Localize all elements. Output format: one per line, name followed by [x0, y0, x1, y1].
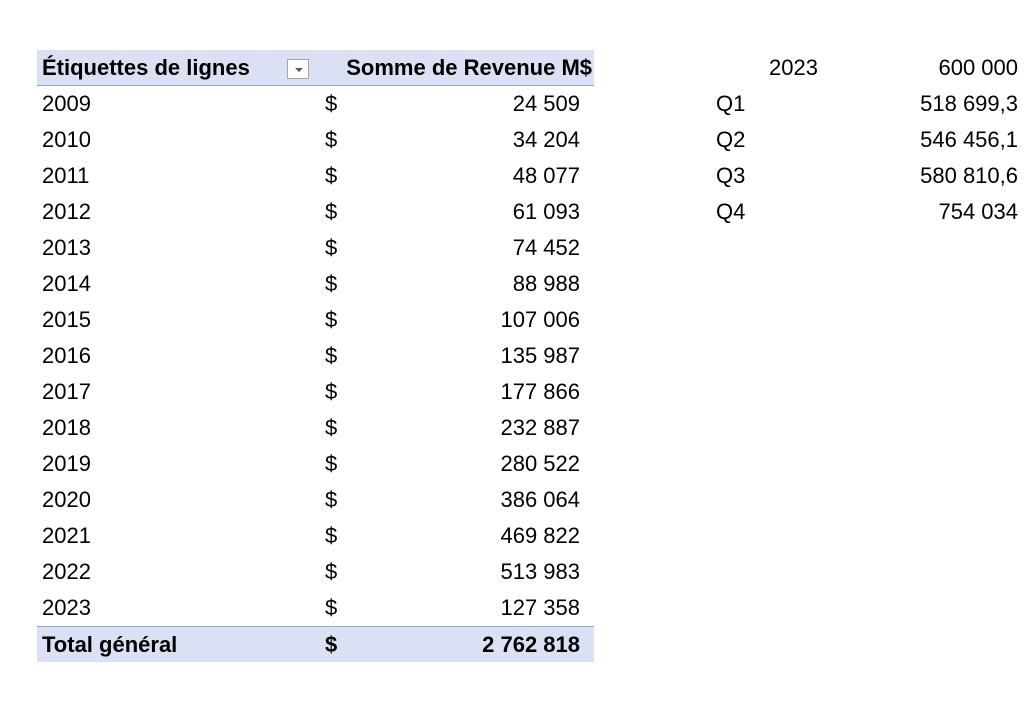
currency-symbol: $: [325, 451, 338, 476]
row-label: 2015: [42, 307, 91, 332]
grand-total-currency: $: [325, 632, 338, 657]
revenue-value: 107 006: [500, 307, 580, 332]
currency-symbol: $: [325, 91, 338, 116]
currency-symbol: $: [325, 199, 338, 224]
currency-symbol: $: [325, 271, 338, 296]
revenue-value: 280 522: [500, 451, 580, 476]
row-label: 2016: [42, 343, 91, 368]
revenue-value: 232 887: [500, 415, 580, 440]
table-row[interactable]: 2013 $74 452: [37, 230, 594, 266]
row-label: 2018: [42, 415, 91, 440]
quarter-row[interactable]: Q2 546 456,1: [700, 122, 1022, 158]
quarter-row[interactable]: Q4 754 034: [700, 194, 1022, 230]
currency-symbol: $: [325, 487, 338, 512]
revenue-value: 135 987: [500, 343, 580, 368]
table-row[interactable]: 2014 $88 988: [37, 266, 594, 302]
grand-total-value: 2 762 818: [482, 632, 580, 657]
row-label: 2011: [42, 163, 90, 188]
currency-symbol: $: [325, 559, 338, 584]
forecast-table: 2023 600 000 Q1 518 699,3 Q2 546 456,1 Q3 580…: [700, 50, 1022, 230]
forecast-year-value: 600 000: [938, 55, 1018, 80]
table-row[interactable]: 2021 $469 822: [37, 518, 594, 554]
revenue-value: 177 866: [500, 379, 580, 404]
row-label: 2009: [42, 91, 91, 116]
revenue-value: 469 822: [500, 523, 580, 548]
row-label: 2010: [42, 127, 91, 152]
currency-symbol: $: [325, 523, 338, 548]
row-label: 2020: [42, 487, 91, 512]
quarter-label: Q2: [716, 127, 746, 152]
currency-symbol: $: [325, 235, 338, 260]
currency-symbol: $: [325, 379, 338, 404]
row-label: 2013: [42, 235, 91, 260]
table-row[interactable]: 2019 $280 522: [37, 446, 594, 482]
table-row[interactable]: 2016 $135 987: [37, 338, 594, 374]
row-label: 2023: [42, 595, 91, 620]
table-row[interactable]: 2015 $107 006: [37, 302, 594, 338]
quarter-label: Q4: [716, 199, 746, 224]
table-row[interactable]: 2010 $34 204: [37, 122, 594, 158]
revenue-value: 48 077: [512, 163, 580, 188]
sum-revenue-header[interactable]: Somme de Revenue M$: [346, 55, 592, 80]
row-label: 2021: [42, 523, 91, 548]
table-row[interactable]: 2023 $127 358: [37, 590, 594, 626]
revenue-value: 127 358: [500, 595, 580, 620]
pivot-table: Étiquettes de lignes Somme de Revenue M$…: [37, 50, 594, 662]
quarter-value: 546 456,1: [920, 127, 1018, 152]
pivot-header-row: Étiquettes de lignes Somme de Revenue M$: [37, 50, 594, 86]
quarter-value: 518 699,3: [920, 91, 1018, 116]
currency-symbol: $: [325, 595, 338, 620]
revenue-value: 74 452: [512, 235, 580, 260]
revenue-value: 88 988: [512, 271, 580, 296]
revenue-value: 513 983: [500, 559, 580, 584]
table-row[interactable]: 2018 $232 887: [37, 410, 594, 446]
row-label: 2017: [42, 379, 91, 404]
quarter-value: 580 810,6: [920, 163, 1018, 188]
table-row[interactable]: 2011 $48 077: [37, 158, 594, 194]
quarter-label: Q3: [716, 163, 746, 188]
row-label: 2022: [42, 559, 91, 584]
currency-symbol: $: [325, 127, 338, 152]
revenue-value: 24 509: [512, 91, 580, 116]
row-label: 2019: [42, 451, 91, 476]
table-row[interactable]: 2009 $24 509: [37, 86, 594, 122]
chevron-down-icon[interactable]: [287, 59, 309, 79]
currency-symbol: $: [325, 343, 338, 368]
quarter-value: 754 034: [938, 199, 1018, 224]
table-row[interactable]: 2012 $61 093: [37, 194, 594, 230]
quarter-list: Q1 518 699,3 Q2 546 456,1 Q3 580 810,6 Q4 754 0…: [700, 86, 1022, 230]
currency-symbol: $: [325, 415, 338, 440]
grand-total-row[interactable]: Total général $ 2 762 818: [37, 626, 594, 662]
pivot-body: 2009 $24 509 2010 $34 204 2011 $48 077 2012 $61…: [37, 86, 594, 626]
table-row[interactable]: 2017 $177 866: [37, 374, 594, 410]
row-label: 2012: [42, 199, 91, 224]
currency-symbol: $: [325, 307, 338, 332]
row-labels-header[interactable]: Étiquettes de lignes: [42, 55, 250, 80]
row-label: 2014: [42, 271, 91, 296]
revenue-value: 34 204: [512, 127, 580, 152]
forecast-year-label: 2023: [769, 55, 818, 80]
table-row[interactable]: 2020 $386 064: [37, 482, 594, 518]
forecast-year-row[interactable]: 2023 600 000: [700, 50, 1022, 86]
revenue-value: 61 093: [512, 199, 580, 224]
table-row[interactable]: 2022 $513 983: [37, 554, 594, 590]
grand-total-label: Total général: [42, 632, 178, 657]
quarter-row[interactable]: Q1 518 699,3: [700, 86, 1022, 122]
quarter-row[interactable]: Q3 580 810,6: [700, 158, 1022, 194]
revenue-value: 386 064: [500, 487, 580, 512]
quarter-label: Q1: [716, 91, 746, 116]
currency-symbol: $: [325, 163, 338, 188]
